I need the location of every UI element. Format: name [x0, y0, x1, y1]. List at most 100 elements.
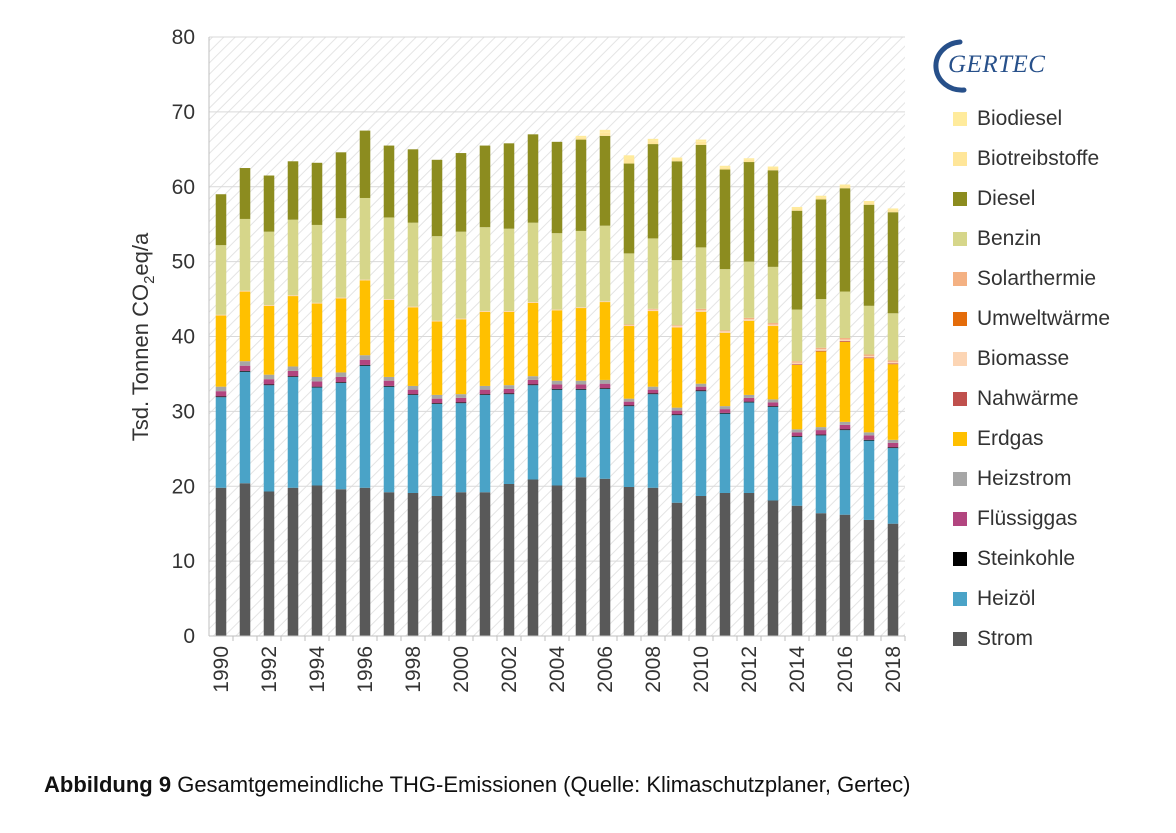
bar-segment-heizöl	[647, 394, 659, 488]
bar-segment-biodiesel	[839, 184, 851, 187]
bar-segment-steinkohle	[479, 394, 491, 395]
bar-segment-erdgas	[359, 280, 371, 356]
bar-segment-biodiesel	[599, 129, 611, 133]
bar-segment-benzin	[503, 228, 515, 312]
bar-segment-erdgas	[599, 302, 611, 380]
bar-segment-benzin	[359, 197, 371, 280]
bar-segment-steinkohle	[815, 434, 827, 436]
bar-segment-strom	[791, 505, 803, 636]
legend-label: Umweltwärme	[977, 307, 1111, 330]
bar-segment-strom	[551, 485, 563, 636]
bar-segment-strom	[359, 487, 371, 636]
bar-segment-heizstrom	[215, 386, 227, 392]
bar-segment-solarthermie	[647, 308, 659, 310]
bar-segment-steinkohle	[863, 439, 875, 441]
bar-segment-strom	[623, 486, 635, 636]
bar-segment-flüssiggas	[575, 384, 587, 389]
bar-segment-heizstrom	[887, 439, 899, 443]
bar-segment-benzin	[839, 291, 851, 338]
legend-swatch	[953, 152, 967, 166]
bar-segment-nahwärme	[791, 364, 803, 365]
bar-segment-diesel	[383, 145, 395, 218]
bar-stack-2003	[527, 134, 539, 636]
bar-segment-strom	[383, 492, 395, 636]
bar-segment-heizstrom	[455, 394, 467, 398]
x-tick-label: 2002	[498, 646, 521, 693]
bar-segment-strom	[743, 492, 755, 636]
bar-stack-2004	[551, 141, 563, 636]
legend-item: Heizöl	[953, 587, 1035, 611]
bar-segment-biomasse	[887, 361, 899, 364]
bar-segment-heizöl	[407, 394, 419, 493]
x-tick-label: 2000	[450, 646, 473, 693]
bar-segment-benzin	[743, 261, 755, 318]
bar-segment-strom	[719, 492, 731, 636]
bar-segment-benzin	[863, 305, 875, 355]
x-tick-label: 2006	[594, 646, 617, 693]
bar-segment-flüssiggas	[743, 397, 755, 402]
bar-segment-diesel	[527, 134, 539, 223]
bar-segment-heizstrom	[599, 379, 611, 384]
bar-segment-erdgas	[671, 327, 683, 408]
bar-segment-biomasse	[455, 318, 467, 320]
bar-segment-heizöl	[791, 436, 803, 506]
bar-segment-diesel	[767, 170, 779, 267]
x-tick-label: 1998	[402, 646, 425, 693]
bar-stack-1992	[263, 175, 275, 636]
bar-segment-strom	[479, 492, 491, 636]
y-tick-label: 40	[172, 326, 195, 349]
bar-segment-diesel	[863, 204, 875, 306]
bar-segment-steinkohle	[407, 394, 419, 395]
bar-stack-2008	[647, 138, 659, 636]
bar-segment-diesel	[479, 145, 491, 228]
bar-segment-diesel	[287, 161, 299, 220]
bar-segment-benzin	[407, 222, 419, 307]
bar-segment-erdgas	[215, 315, 227, 387]
bar-segment-flüssiggas	[407, 389, 419, 395]
bar-segment-heizöl	[311, 387, 323, 486]
legend-label: Solarthermie	[977, 267, 1097, 290]
bar-segment-heizöl	[887, 448, 899, 524]
x-tick-label: 2014	[786, 646, 809, 693]
legend-item: Biotreibstoffe	[953, 147, 1099, 171]
bar-segment-strom	[695, 495, 707, 636]
bar-segment-heizstrom	[767, 399, 779, 403]
bar-segment-flüssiggas	[263, 379, 275, 385]
bar-segment-diesel	[503, 143, 515, 229]
bar-segment-heizöl	[815, 435, 827, 514]
bar-stack-2011	[719, 165, 731, 636]
bar-segment-erdgas	[335, 298, 347, 373]
bar-segment-strom	[407, 492, 419, 636]
bar-segment-heizöl	[671, 415, 683, 503]
bar-segment-biomasse	[671, 326, 683, 328]
bar-segment-heizöl	[863, 440, 875, 520]
bar-segment-biodiesel	[743, 158, 755, 160]
bar-segment-heizöl	[839, 430, 851, 515]
bar-segment-heizöl	[263, 385, 275, 492]
x-tick-label: 2008	[642, 646, 665, 693]
bar-segment-diesel	[311, 162, 323, 225]
bar-segment-benzin	[527, 222, 539, 303]
bar-segment-biomasse	[239, 290, 251, 292]
bar-segment-steinkohle	[647, 393, 659, 395]
bar-segment-benzin	[671, 260, 683, 326]
bar-stack-2007	[623, 155, 635, 636]
bar-segment-heizöl	[455, 403, 467, 493]
bar-segment-steinkohle	[239, 370, 251, 372]
bar-segment-strom	[767, 500, 779, 636]
y-axis-label-main: Tsd. Tonnen CO	[128, 284, 153, 441]
bar-segment-benzin	[311, 224, 323, 303]
bar-segment-heizstrom	[527, 376, 539, 380]
bar-segment-heizöl	[527, 385, 539, 480]
bar-segment-diesel	[647, 144, 659, 239]
bar-segment-benzin	[479, 227, 491, 312]
bar-segment-steinkohle	[791, 436, 803, 437]
bar-segment-flüssiggas	[287, 370, 299, 377]
bar-segment-steinkohle	[359, 364, 371, 366]
bar-segment-heizstrom	[647, 386, 659, 390]
bar-segment-steinkohle	[695, 390, 707, 392]
bar-segment-erdgas	[647, 311, 659, 387]
legend-swatch	[953, 432, 967, 446]
bar-segment-flüssiggas	[647, 389, 659, 394]
legend-item: Nahwärme	[953, 387, 1079, 411]
